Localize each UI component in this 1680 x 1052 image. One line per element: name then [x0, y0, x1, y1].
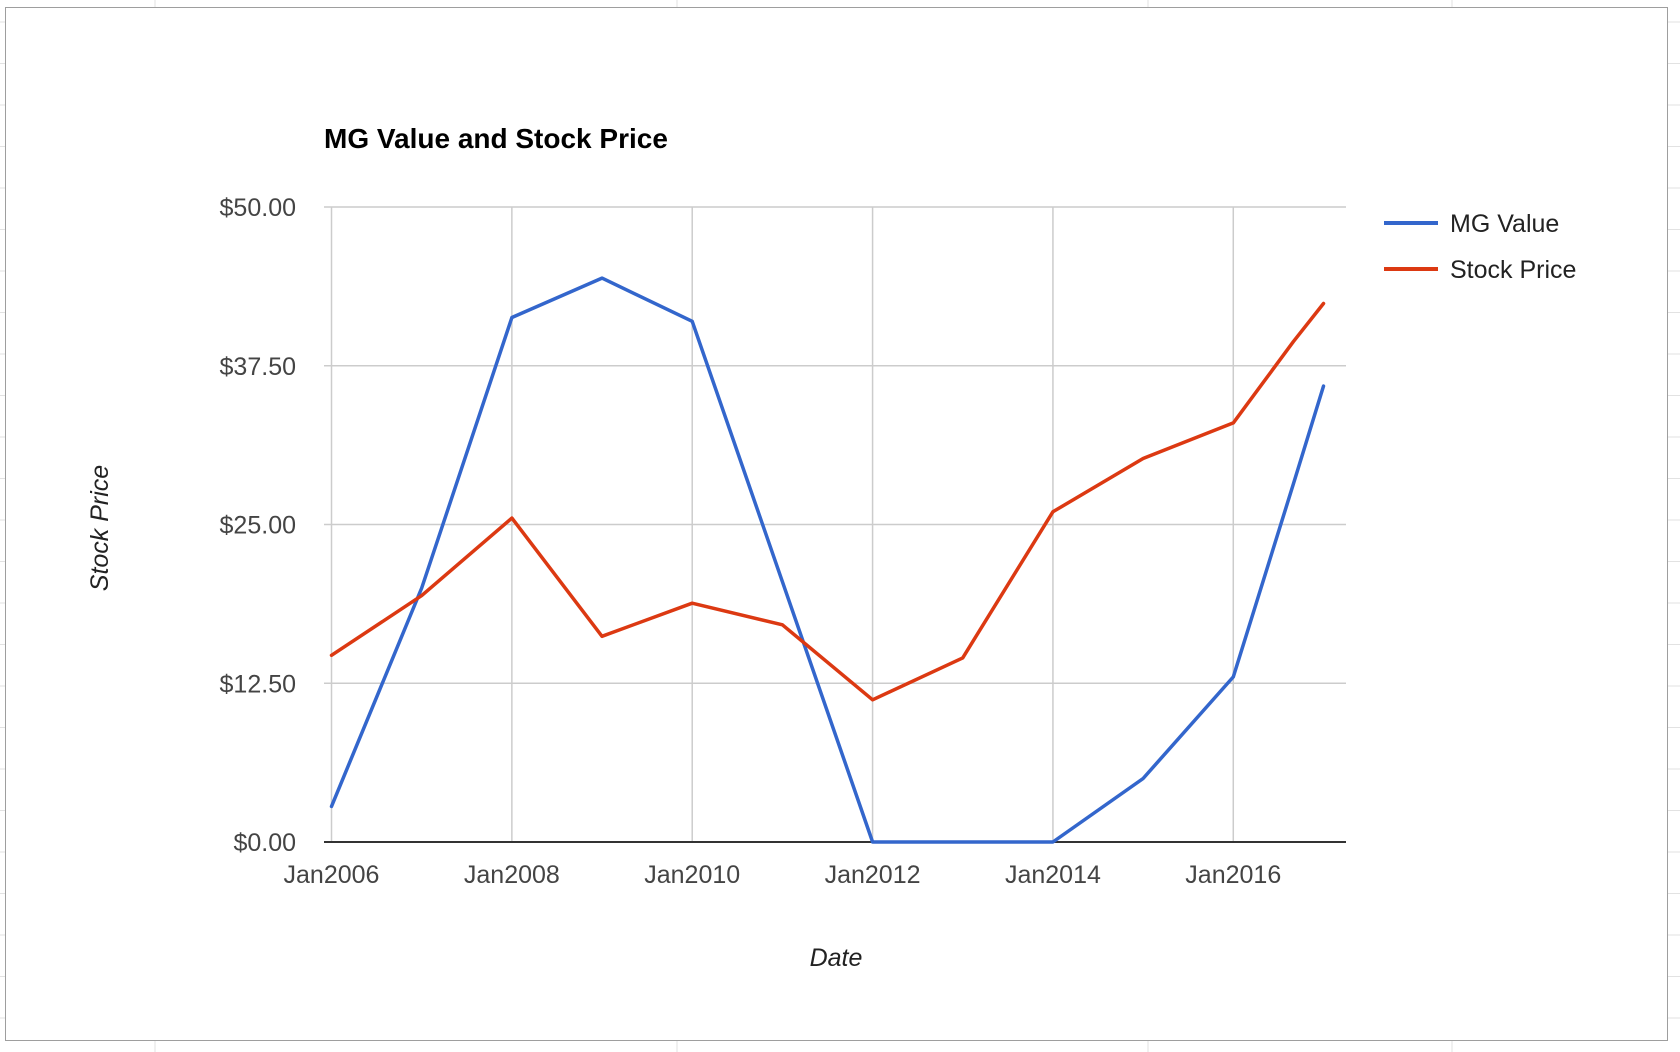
x-axis-title: Date [810, 944, 863, 972]
y-tick-label: $25.00 [220, 512, 296, 540]
y-tick-label: $12.50 [220, 670, 296, 698]
chart-title: MG Value and Stock Price [324, 123, 668, 154]
series-lines [329, 276, 1326, 844]
series-line-mg-value[interactable] [329, 276, 1326, 844]
tick-labels: $0.00 $12.50 $25.00 $37.50 $50.00 Jan2006 Jan2… [220, 194, 1282, 889]
x-tick-label: Jan2008 [464, 861, 560, 889]
x-tick-label: Jan2016 [1185, 861, 1281, 889]
x-tick-label: Jan2014 [1005, 861, 1101, 889]
legend-item-label[interactable]: MG Value [1450, 210, 1559, 238]
y-axis-title: Stock Price [86, 465, 114, 591]
gridlines [324, 206, 1346, 842]
legend[interactable]: MG Value Stock Price [1384, 210, 1576, 284]
line-chart: $0.00 $12.50 $25.00 $37.50 $50.00 Jan2006 Jan2… [86, 123, 1576, 972]
y-tick-label: $50.00 [220, 194, 296, 222]
x-tick-label: Jan2010 [644, 861, 740, 889]
series-line-stock-price[interactable] [329, 301, 1326, 702]
x-tick-label: Jan2012 [825, 861, 921, 889]
y-tick-label: $0.00 [233, 829, 296, 857]
y-tick-label: $37.50 [220, 353, 296, 381]
chart-container[interactable]: $0.00 $12.50 $25.00 $37.50 $50.00 Jan2006 Jan2… [5, 7, 1668, 1041]
legend-item-label[interactable]: Stock Price [1450, 256, 1576, 284]
x-tick-label: Jan2006 [284, 861, 380, 889]
